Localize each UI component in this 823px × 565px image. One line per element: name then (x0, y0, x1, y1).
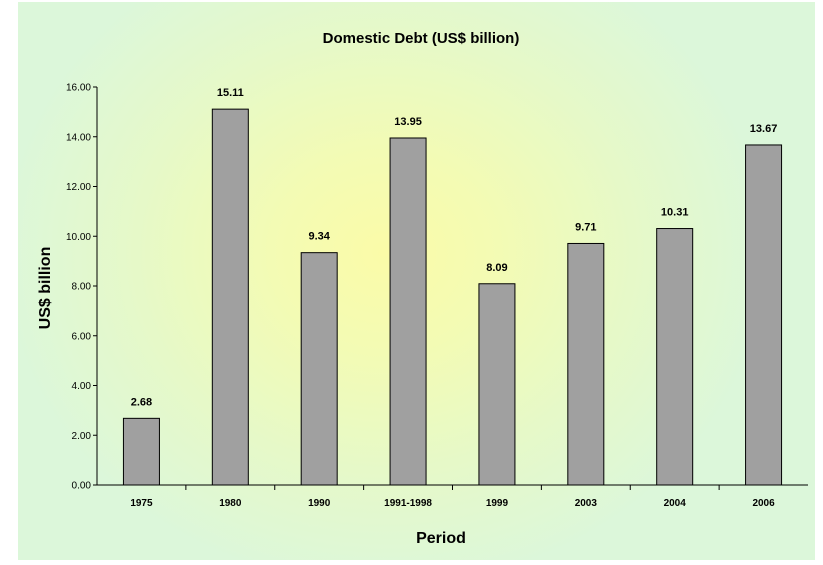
x-tick-label: 1980 (219, 498, 242, 509)
y-tick-label: 8.00 (72, 282, 92, 293)
bar (567, 242, 605, 486)
x-tick-label: 1999 (486, 498, 509, 509)
bar (656, 228, 694, 486)
data-label: 13.95 (394, 116, 422, 128)
data-label: 8.09 (486, 262, 507, 274)
data-label: 15.11 (217, 87, 244, 99)
bar (389, 137, 427, 486)
x-tick-label: 1975 (130, 498, 153, 509)
bar (122, 417, 160, 486)
bar (745, 144, 783, 486)
data-label: 2.68 (131, 396, 152, 408)
x-axis-title: Period (416, 530, 466, 547)
y-axis-ticks: 0.00 2.00 4.00 6.00 8.00 10.00 12.00 14.00 16.00 (66, 83, 97, 492)
bar (211, 108, 249, 486)
x-tick-label: 2004 (664, 498, 687, 509)
x-tick-label: 1991-1998 (384, 498, 432, 509)
x-tick-label: 2003 (575, 498, 598, 509)
y-tick-label: 14.00 (66, 132, 91, 143)
y-tick-label: 0.00 (72, 481, 92, 492)
bars: 2.68 15.11 9.34 13.95 8.09 9.71 10.31 13.67 (122, 87, 783, 486)
data-label: 10.31 (661, 207, 689, 219)
y-tick-label: 6.00 (72, 331, 92, 342)
y-tick-label: 2.00 (72, 431, 92, 442)
y-tick-label: 4.00 (72, 381, 92, 392)
data-label: 9.34 (308, 231, 330, 243)
chart-title: Domestic Debt (US$ billion) (323, 30, 520, 47)
y-tick-label: 12.00 (66, 182, 91, 193)
x-tick-label: 1990 (308, 498, 331, 509)
bar (300, 252, 338, 486)
y-tick-label: 16.00 (66, 83, 91, 94)
bar (478, 283, 516, 486)
x-tick-label: 2006 (752, 498, 775, 509)
y-tick-label: 10.00 (66, 232, 91, 243)
data-label: 13.67 (750, 123, 778, 135)
data-label: 9.71 (575, 221, 596, 233)
category-labels: 1975 1980 1990 1991-1998 1999 2003 2004 2006 (130, 485, 775, 509)
y-axis-title: US$ billion (37, 247, 54, 330)
